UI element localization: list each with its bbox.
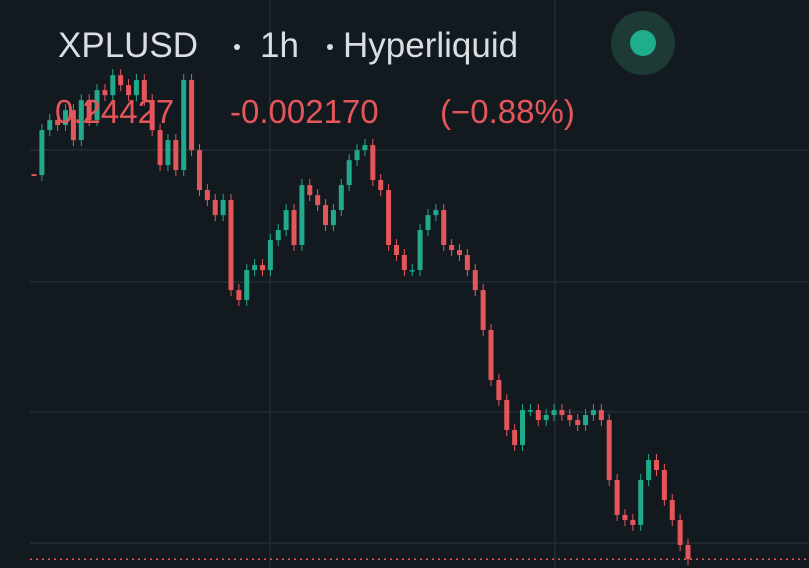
- candles: [30, 69, 809, 566]
- candle: [275, 230, 281, 241]
- candle: [409, 270, 415, 272]
- candle: [417, 230, 423, 271]
- candle: [622, 514, 628, 521]
- candle: [299, 185, 305, 246]
- candle: [70, 110, 76, 141]
- candle: [220, 200, 226, 216]
- candle: [386, 190, 392, 246]
- candle: [330, 210, 336, 226]
- candle: [669, 500, 675, 521]
- candle: [433, 210, 439, 216]
- price: 0.24427: [55, 93, 174, 130]
- candle: [149, 100, 155, 131]
- candle: [346, 160, 352, 186]
- candle: [126, 85, 132, 96]
- candle: [441, 210, 447, 246]
- exchange: Hyperliquid: [343, 26, 518, 65]
- candle: [535, 410, 541, 421]
- symbol: XPLUSD: [58, 26, 198, 65]
- candle: [661, 469, 667, 501]
- candle: [55, 120, 61, 126]
- candle: [181, 80, 187, 171]
- candle: [39, 130, 45, 176]
- candle: [401, 255, 407, 271]
- candle: [283, 210, 289, 231]
- candle: [118, 75, 124, 86]
- candle: [133, 80, 139, 96]
- candle: [551, 410, 557, 416]
- candle: [449, 245, 455, 251]
- candle: [598, 410, 604, 421]
- candle: [362, 145, 368, 151]
- candle: [464, 255, 470, 271]
- change-percent: (−0.88%): [440, 93, 575, 130]
- candle: [378, 180, 384, 191]
- candle: [480, 290, 486, 331]
- candle: [94, 90, 100, 121]
- change: -0.002170: [230, 93, 379, 130]
- candle: [567, 415, 573, 421]
- candle: [646, 459, 652, 481]
- candle: [252, 265, 258, 271]
- candle: [157, 130, 163, 166]
- candle: [488, 330, 494, 381]
- candle: [307, 185, 313, 196]
- status-dot[interactable]: [630, 30, 656, 56]
- candle: [86, 100, 92, 121]
- candle: [102, 90, 108, 96]
- candle: [630, 520, 636, 525]
- candle: [291, 210, 297, 246]
- candle: [212, 200, 218, 216]
- separator: [327, 44, 333, 50]
- candle: [614, 480, 620, 515]
- candle: [456, 250, 462, 256]
- candle: [472, 270, 478, 291]
- candle: [590, 410, 596, 416]
- candle: [527, 410, 533, 412]
- candle: [236, 290, 242, 300]
- candle: [575, 420, 581, 426]
- candle: [267, 240, 273, 271]
- candle: [425, 215, 431, 231]
- candle: [323, 205, 329, 226]
- candle: [228, 200, 234, 291]
- candle: [496, 380, 502, 401]
- candle: [196, 150, 202, 191]
- candle: [31, 174, 37, 177]
- candle: [338, 185, 344, 211]
- candle: [173, 140, 179, 171]
- separator: [234, 44, 240, 50]
- candle: [583, 415, 589, 426]
- candle: [189, 80, 195, 151]
- candle: [393, 245, 399, 256]
- candle: [47, 120, 53, 131]
- candle: [512, 429, 518, 446]
- interval: 1h: [260, 26, 299, 65]
- candle: [63, 110, 69, 126]
- candle: [78, 100, 84, 141]
- candle: [685, 544, 691, 560]
- candle: [165, 140, 171, 166]
- candle: [244, 270, 250, 300]
- candle: [520, 410, 526, 446]
- candle: [504, 400, 510, 430]
- candle: [141, 80, 147, 101]
- candle: [370, 145, 376, 181]
- candle: [638, 480, 644, 525]
- candle: [315, 195, 321, 206]
- candle: [677, 520, 683, 545]
- candle: [260, 265, 266, 271]
- candle: [204, 190, 210, 201]
- candle: [606, 420, 612, 481]
- candle: [653, 459, 659, 470]
- candle: [543, 415, 549, 421]
- candle: [354, 150, 360, 161]
- candle: [559, 410, 565, 416]
- candle: [110, 75, 116, 96]
